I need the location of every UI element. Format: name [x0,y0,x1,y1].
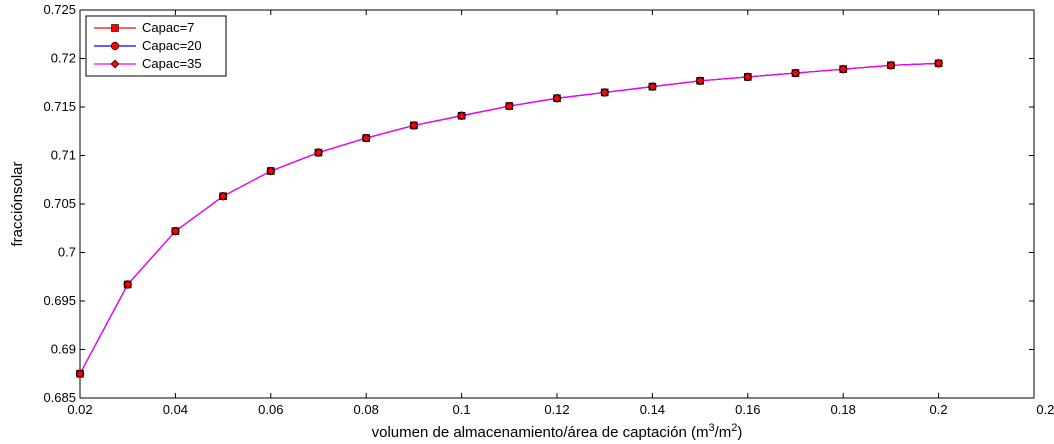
legend-marker [110,41,120,51]
x-tick-label: 0.2 [930,402,948,417]
data-point [552,93,562,103]
data-point [123,280,133,289]
x-axis-label-end: ) [737,424,742,441]
x-tick-label: 0.1 [453,402,471,417]
data-point [361,133,371,143]
y-tick-label: 0.72 [51,51,76,66]
legend-marker [111,24,119,32]
y-tick-label: 0.725 [43,2,76,17]
data-point [504,101,514,111]
data-point [743,72,753,82]
x-axis-label-sup2: 2 [731,422,737,434]
y-tick-label: 0.71 [51,148,76,163]
plot-area [79,9,1035,399]
x-axis-label: volumen de almacenamiento/área de captac… [372,422,743,441]
data-point [600,88,610,97]
data-point [75,369,85,379]
y-tick-label: 0.715 [43,99,76,114]
x-tick-label: 0.06 [258,402,283,417]
data-point [695,76,705,86]
legend-marker [110,59,120,69]
y-tick-label: 0.7 [58,245,76,260]
x-tick-label: 0.16 [735,402,760,417]
data-point [934,58,944,68]
y-axis: 0.685 0.69 0.695 0.7 0.705 0.71 0.715 0.72 0.725 [43,2,1034,405]
legend-label: Capac=20 [142,38,202,53]
x-axis: 0.02 0.04 0.06 0.08 0.1 0.12 0.14 0.16 0.18 0.2 0.… [67,10,1054,417]
x-tick-label: 0.04 [163,402,188,417]
x-tick-label: 0.22 [1036,402,1054,417]
legend: Capac=7 Capac=20 Capac=35 [85,15,227,77]
data-point [838,64,848,74]
x-tick-label: 0.12 [544,402,569,417]
data-point [886,60,896,70]
y-tick-label: 0.695 [43,293,76,308]
data-point [647,82,657,92]
data-point [409,121,419,130]
x-axis-label-sup1: 3 [708,422,714,434]
data-point [791,68,800,78]
x-tick-label: 0.02 [67,402,92,417]
data-point [266,166,276,176]
x-tick-label: 0.14 [640,402,665,417]
y-tick-label: 0.685 [43,390,76,405]
data-point [218,191,228,201]
x-tick-label: 0.18 [831,402,856,417]
y-tick-label: 0.705 [43,196,76,211]
x-axis-label-main: volumen de almacenamiento/área de captac… [372,424,709,441]
data-point [314,148,323,158]
y-axis-label: fracciónsolar [9,161,26,246]
data-point [457,111,467,121]
y-tick-label: 0.69 [51,342,76,357]
x-axis-label-mid: /m [715,424,732,441]
data-point [170,226,180,236]
legend-label: Capac=35 [142,56,202,71]
legend-label: Capac=7 [142,20,194,35]
x-tick-label: 0.08 [354,402,379,417]
series-layer [75,58,944,379]
